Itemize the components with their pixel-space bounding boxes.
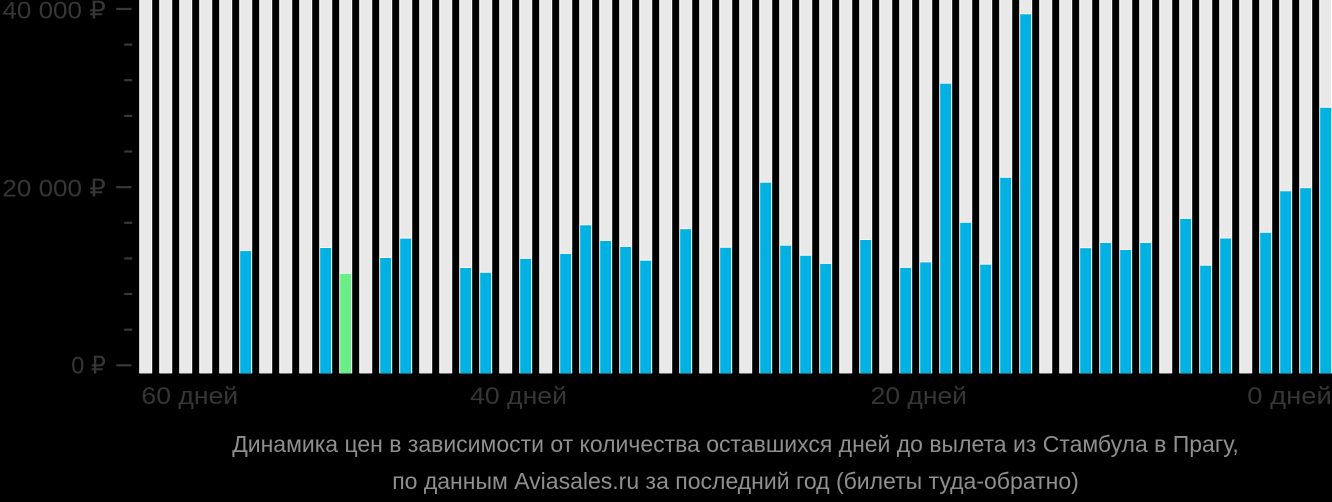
svg-text:40 дней: 40 дней <box>470 383 567 410</box>
svg-text:40 000 ₽: 40 000 ₽ <box>2 0 106 25</box>
svg-text:0 дней: 0 дней <box>1247 383 1332 410</box>
svg-text:20 000 ₽: 20 000 ₽ <box>2 175 106 202</box>
svg-text:60 дней: 60 дней <box>141 383 238 410</box>
svg-text:0 ₽: 0 ₽ <box>71 352 106 379</box>
svg-text:Динамика цен в зависимости от: Динамика цен в зависимости от количества… <box>232 431 1239 457</box>
svg-text:20 дней: 20 дней <box>871 383 967 410</box>
svg-text:по данным Aviasales.ru за посл: по данным Aviasales.ru за последний год … <box>392 468 1079 494</box>
